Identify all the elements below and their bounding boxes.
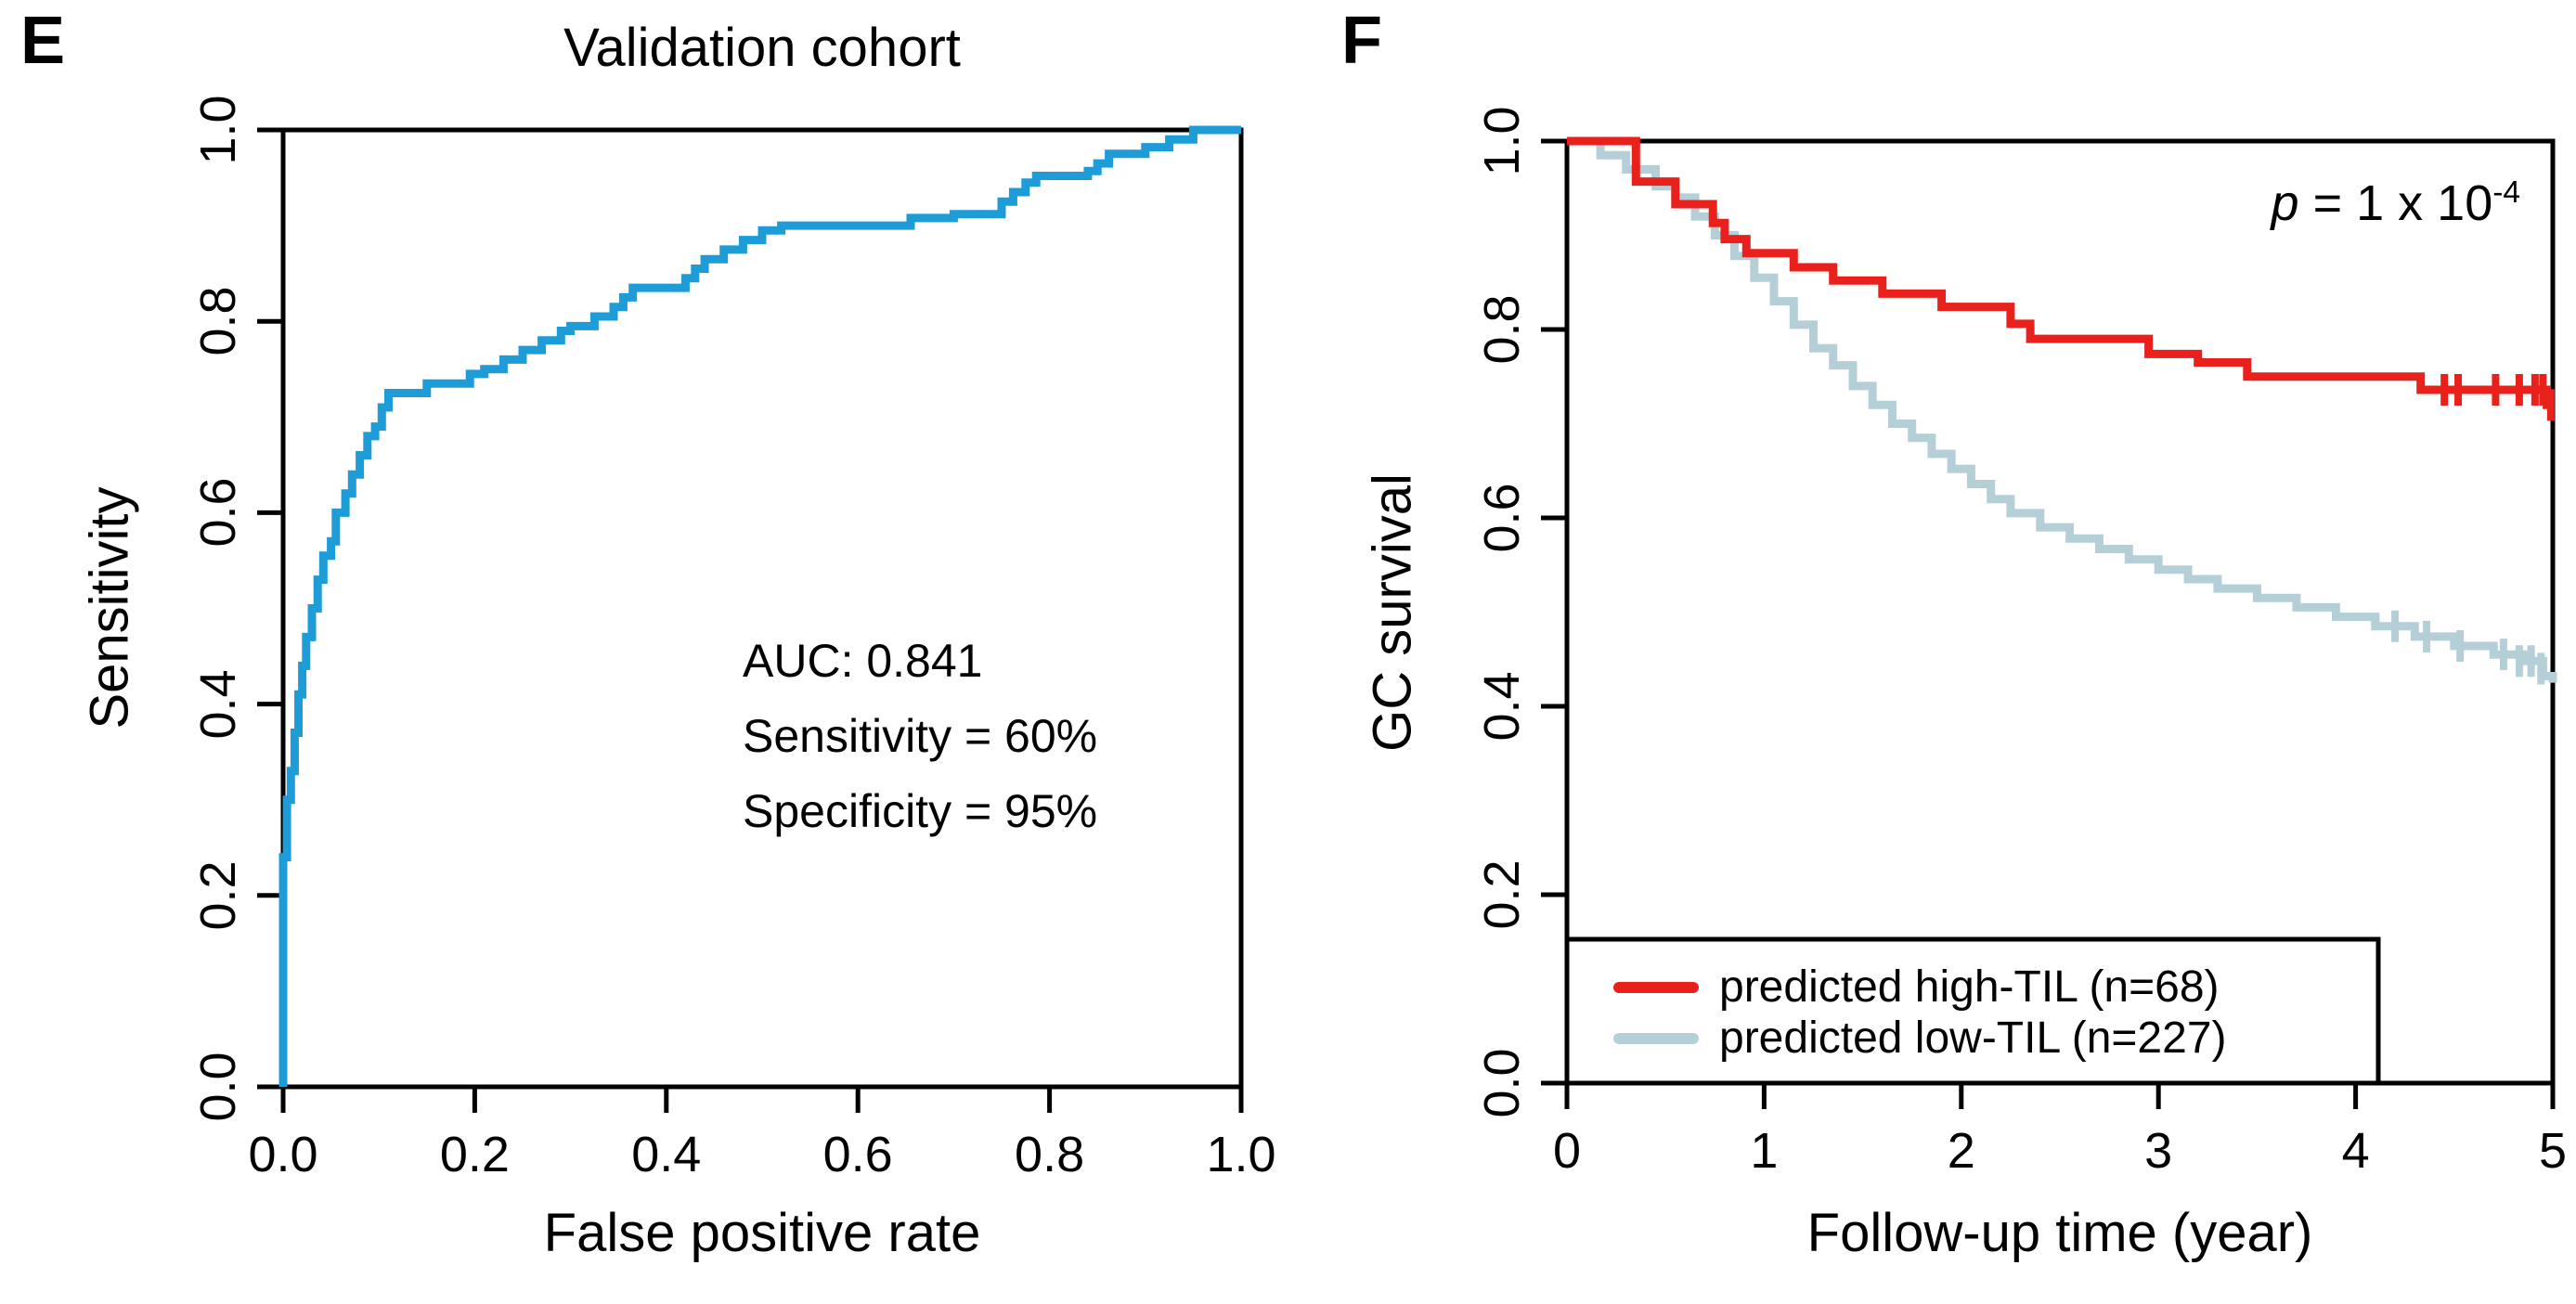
roc-y-tick-label: 0.8 [190,286,246,356]
km-y-tick-label: 0.4 [1474,671,1530,742]
km-y-tick-label: 0.0 [1474,1048,1530,1118]
roc-chart-title: Validation cohort [563,18,961,78]
roc-y-tick-label: 1.0 [190,95,246,165]
legend-item-high-til: predicted high-TIL (n=68) [1613,965,2220,1010]
legend-item-low-til: predicted low-TIL (n=227) [1613,1016,2227,1061]
roc-y-tick-label: 0.4 [190,669,246,740]
p-value-eq: = [2298,175,2357,231]
panel-label-e: E [20,4,66,78]
km-y-axis-label: GC survival [1362,473,1423,752]
roc-y-axis-label: Sensitivity [79,486,140,729]
km-x-tick-label: 4 [2341,1123,2370,1179]
low-til-line-swatch [1613,1033,1699,1044]
roc-y-tick-label: 0.0 [190,1052,246,1122]
legend-label-high-til: predicted high-TIL (n=68) [1719,962,2220,1012]
panel-label-f: F [1341,4,1382,78]
roc-y-tick-label: 0.2 [190,860,246,931]
km-y-tick-label: 0.8 [1474,294,1530,365]
legend-label-low-til: predicted low-TIL (n=227) [1719,1014,2227,1063]
specificity-value-text: Specificity = 95% [743,785,1098,837]
legend-box [1564,936,2381,1086]
km-x-tick-label: 1 [1750,1123,1779,1179]
roc-x-tick-label: 1.0 [1206,1127,1276,1182]
km-y-tick-label: 0.6 [1474,483,1530,553]
p-value-text: p = 1 x 10-4 [2186,174,2520,232]
roc-x-tick-label: 0.6 [822,1127,893,1182]
roc-x-tick-label: 0.0 [248,1127,318,1182]
km-y-tick-label: 0.2 [1474,859,1530,930]
roc-x-tick-label: 0.8 [1015,1127,1085,1182]
p-value-var: p [2271,175,2299,231]
km-x-tick-label: 5 [2538,1123,2568,1179]
roc-series-curve [278,125,1241,1087]
km-x-axis-label: Follow-up time (year) [1806,1203,2313,1263]
roc-plot-frame [280,127,1244,1090]
roc-annotation-block: AUC: 0.841 Sensitivity = 60% Specificity… [743,624,1097,849]
p-value-exponent: -4 [2492,175,2520,210]
km-y-tick-label: 1.0 [1474,106,1530,176]
roc-y-tick-label: 0.6 [190,477,246,548]
high-til-line-swatch [1613,982,1699,993]
km-x-tick-label: 0 [1552,1123,1582,1179]
km-x-tick-label: 2 [1947,1123,1975,1179]
sensitivity-value-text: Sensitivity = 60% [743,710,1098,762]
p-value-mantissa: 1 x 10 [2356,175,2493,231]
roc-x-tick-label: 0.2 [439,1127,510,1182]
roc-x-axis-label: False positive rate [543,1203,981,1263]
roc-x-tick-label: 0.4 [631,1127,702,1182]
km-series-curve [1567,136,2553,409]
km-x-tick-label: 3 [2144,1123,2173,1179]
auc-value-text: AUC: 0.841 [743,635,983,687]
